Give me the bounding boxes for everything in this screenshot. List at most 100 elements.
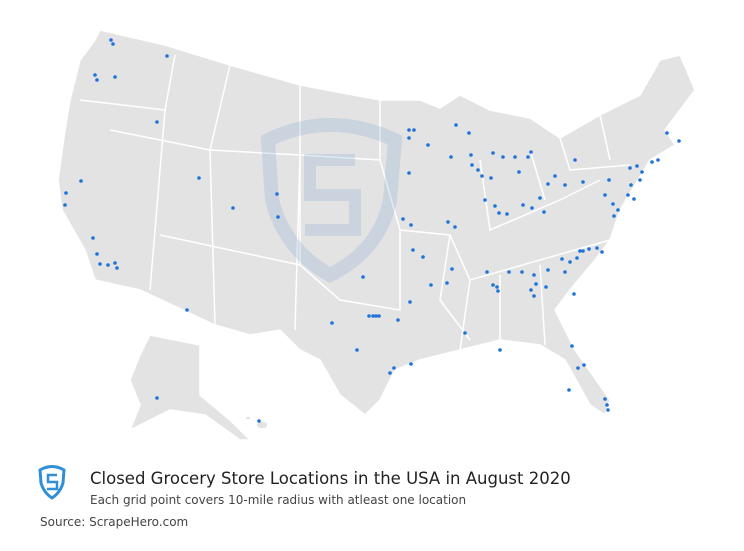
location-dot (544, 285, 548, 289)
location-dot (377, 314, 381, 318)
location-dot (165, 54, 169, 58)
location-dot (632, 197, 636, 201)
location-dot (106, 263, 110, 267)
location-dot (640, 170, 644, 174)
location-dot (526, 155, 530, 159)
location-dot (650, 160, 654, 164)
location-dot (445, 281, 449, 285)
location-dot (497, 211, 501, 215)
location-dot (470, 163, 474, 167)
state-lines (79, 54, 631, 351)
location-dot (626, 193, 630, 197)
location-dot (491, 151, 495, 155)
location-dot (463, 331, 467, 335)
location-dot (612, 214, 616, 218)
location-dot (409, 223, 413, 227)
source: Source: ScrapeHero.com (40, 515, 189, 529)
location-dot (450, 267, 454, 271)
location-dot (396, 318, 400, 322)
location-dot (606, 408, 610, 412)
location-dot (155, 120, 159, 124)
location-dot (493, 204, 497, 208)
location-dot (330, 321, 334, 325)
location-dot (392, 366, 396, 370)
location-dot (64, 191, 68, 195)
location-dot (409, 362, 413, 366)
hawaii (255, 420, 269, 430)
location-dot (411, 248, 415, 252)
location-dot (412, 128, 416, 132)
location-dot (355, 348, 359, 352)
location-dot (635, 164, 639, 168)
hawaii (244, 415, 252, 421)
location-dot (361, 275, 365, 279)
location-dot (491, 283, 495, 287)
location-dot (374, 314, 378, 318)
location-dot (496, 289, 500, 293)
location-dot (521, 203, 525, 207)
alaska (128, 334, 252, 441)
locations (63, 38, 681, 423)
location-dot (401, 217, 405, 221)
location-dot (582, 363, 586, 367)
location-dot (600, 250, 604, 254)
location-dot (408, 300, 412, 304)
location-dot (572, 292, 576, 296)
location-dot (421, 255, 425, 259)
watermark (260, 118, 403, 283)
location-dot (113, 261, 117, 265)
location-dot (426, 143, 430, 147)
location-dot (581, 180, 585, 184)
location-dot (507, 270, 511, 274)
location-dot (677, 139, 681, 143)
location-dot (628, 166, 632, 170)
location-dot (197, 176, 201, 180)
location-dot (257, 419, 261, 423)
location-dot (529, 150, 533, 154)
location-dot (532, 273, 536, 277)
location-dot (469, 153, 473, 157)
location-dot (578, 249, 582, 253)
location-dot (98, 262, 102, 266)
location-dot (505, 212, 509, 216)
location-dot (485, 270, 489, 274)
location-dot (520, 270, 524, 274)
location-dot (371, 314, 375, 318)
location-dot (109, 38, 113, 42)
location-dot (568, 260, 572, 264)
location-dot (275, 192, 279, 196)
location-dot (476, 168, 480, 172)
location-dot (513, 155, 517, 159)
subtitle: Each grid point covers 10-mile radius wi… (90, 493, 467, 507)
location-dot (546, 182, 550, 186)
location-dot (495, 285, 499, 289)
location-dot (113, 75, 117, 79)
location-dot (570, 344, 574, 348)
location-dot (638, 178, 642, 182)
location-dot (542, 210, 546, 214)
location-dot (560, 257, 564, 261)
location-dot (388, 371, 392, 375)
location-dot (446, 220, 450, 224)
location-dot (563, 183, 567, 187)
location-dot (529, 288, 533, 292)
location-dot (563, 270, 567, 274)
location-dot (115, 266, 119, 270)
location-dot (581, 249, 585, 253)
location-dot (501, 155, 505, 159)
location-dot (595, 246, 599, 250)
location-dot (629, 183, 633, 187)
location-dot (607, 178, 611, 182)
location-dot (498, 348, 502, 352)
location-dot (453, 225, 457, 229)
location-dot (546, 268, 550, 272)
location-dot (93, 73, 97, 77)
location-dot (611, 202, 615, 206)
location-dot (656, 158, 660, 162)
location-dot (573, 158, 577, 162)
location-dot (530, 206, 534, 210)
location-dot (538, 196, 542, 200)
location-dot (489, 176, 493, 180)
